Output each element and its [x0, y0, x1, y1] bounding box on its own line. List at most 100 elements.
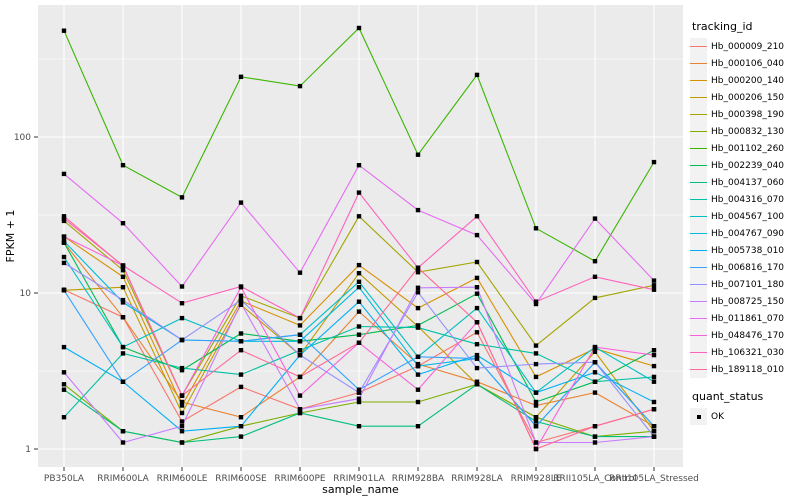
data-point	[592, 216, 598, 221]
data-point	[61, 370, 67, 375]
data-point	[356, 399, 362, 405]
x-tick-label: RRII105LA_Control	[553, 474, 636, 484]
data-point	[238, 434, 244, 439]
legend-item-label: Hb_000398_190	[711, 109, 785, 120]
data-point	[415, 270, 421, 275]
data-point	[356, 214, 362, 219]
data-point	[61, 415, 67, 420]
data-point	[592, 344, 598, 350]
data-point	[61, 260, 67, 266]
data-point	[533, 374, 539, 380]
data-point	[120, 285, 126, 290]
line-swatch-icon	[690, 250, 707, 251]
data-point	[592, 390, 598, 395]
data-point	[120, 221, 126, 226]
line-swatch-icon	[690, 114, 707, 115]
data-point	[356, 387, 362, 392]
legend-item-label: Hb_006816_170	[711, 262, 785, 273]
x-axis-title: sample_name	[322, 483, 399, 496]
legend-key-line-icon	[690, 38, 707, 55]
legend-item: Hb_004767_090	[690, 225, 800, 242]
data-points	[61, 25, 657, 452]
legend-item-label: Hb_001102_260	[711, 143, 785, 154]
legend-key-line-icon	[690, 276, 707, 293]
legend-item: Hb_000832_130	[690, 123, 800, 140]
legend-key-line-icon	[690, 106, 707, 123]
legend-key-line-icon	[690, 344, 707, 361]
data-point	[651, 348, 657, 353]
data-point	[533, 440, 539, 445]
data-point	[651, 379, 657, 384]
data-point	[179, 365, 185, 371]
legend-item: Hb_004316_070	[690, 191, 800, 208]
legend-item-label: Hb_048476_170	[711, 330, 785, 341]
legend-item-label: Hb_000200_140	[711, 75, 785, 86]
data-point	[651, 434, 657, 439]
data-point	[415, 207, 421, 213]
legend-item-label: Hb_000106_040	[711, 58, 785, 69]
data-point	[533, 390, 539, 395]
legend-item: Hb_002239_040	[690, 157, 800, 174]
data-point	[474, 342, 480, 347]
data-point	[238, 424, 244, 429]
data-point	[533, 424, 539, 429]
data-point	[474, 305, 480, 311]
legend-title-tracking-id: tracking_id	[692, 20, 753, 33]
line-swatch-icon	[690, 148, 707, 149]
legend-item: Hb_189118_010	[690, 361, 800, 378]
data-point	[120, 315, 126, 320]
legend-key-line-icon	[690, 293, 707, 310]
legend-key-line-icon	[690, 72, 707, 89]
data-point	[474, 379, 480, 384]
legend-item: Hb_000398_190	[690, 106, 800, 123]
data-point	[179, 424, 185, 429]
legend-item-ok: OK	[690, 408, 800, 425]
legend-quant-status: quant_status OK	[690, 390, 800, 425]
line-swatch-icon	[690, 352, 707, 353]
legend-item-label: Hb_000206_150	[711, 92, 785, 103]
data-point	[179, 410, 185, 416]
data-point	[651, 363, 657, 369]
data-point	[120, 379, 126, 384]
data-point	[179, 429, 185, 434]
legend-item: Hb_000200_140	[690, 72, 800, 89]
legend-key-line-icon	[690, 208, 707, 225]
data-point	[592, 259, 598, 264]
data-point	[238, 301, 244, 306]
line-swatch-icon	[690, 233, 707, 234]
data-point	[238, 372, 244, 377]
data-point	[474, 275, 480, 281]
legend-item: Hb_000009_210	[690, 38, 800, 55]
data-point	[415, 387, 421, 392]
data-point	[474, 214, 480, 219]
y-axis-title: FPKM + 1	[4, 210, 17, 263]
legend-item: Hb_000206_150	[690, 89, 800, 106]
data-point	[238, 348, 244, 353]
data-point	[592, 360, 598, 365]
data-point	[61, 214, 67, 219]
data-point	[533, 415, 539, 420]
data-point	[356, 309, 362, 314]
data-point	[61, 382, 67, 387]
legend-item: Hb_008725_150	[690, 293, 800, 310]
legend-key-line-icon	[690, 310, 707, 327]
data-point	[238, 339, 244, 344]
legend-item-label: Hb_004137_060	[711, 177, 785, 188]
line-swatch-icon	[690, 301, 707, 302]
data-point	[592, 274, 598, 279]
data-point	[356, 396, 362, 401]
data-point	[297, 393, 303, 398]
line-swatch-icon	[690, 199, 707, 200]
legend-item: Hb_048476_170	[690, 327, 800, 344]
data-point	[120, 297, 126, 303]
data-point	[238, 331, 244, 336]
legend-item: Hb_106321_030	[690, 344, 800, 361]
data-point	[651, 429, 657, 434]
legend-title-quant-status: quant_status	[692, 390, 764, 403]
data-point	[238, 200, 244, 205]
line-swatch-icon	[690, 63, 707, 64]
x-tick-label: RRII105LA_Stressed	[609, 474, 699, 484]
data-point	[474, 72, 480, 78]
legend-key-line-icon	[690, 242, 707, 259]
